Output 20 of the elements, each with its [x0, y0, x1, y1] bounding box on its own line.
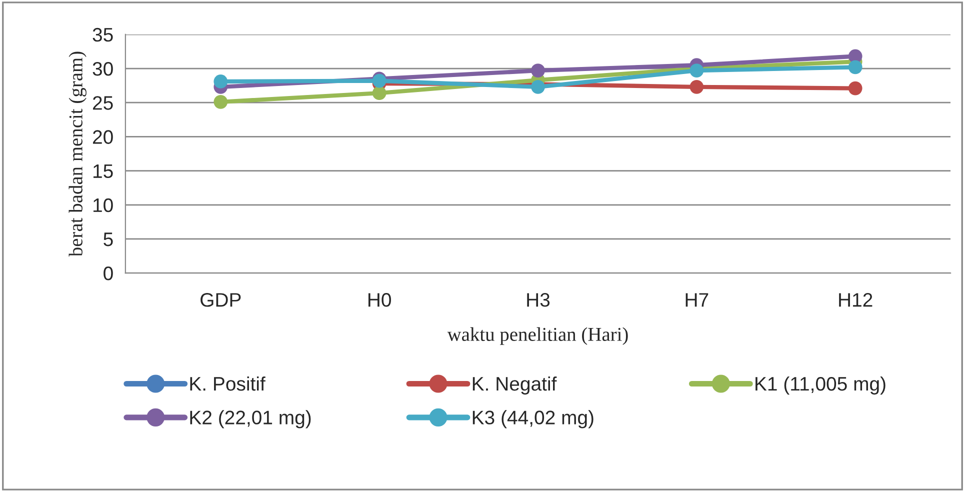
- x-tick-label: H0: [368, 293, 391, 307]
- y-axis-title: berat badan mencit (gram): [68, 52, 86, 257]
- y-tick-label: 30: [92, 62, 113, 76]
- y-tick-label: 25: [92, 96, 113, 110]
- x-tick-label: H7: [686, 293, 708, 307]
- legend-label: K. Negatif: [472, 376, 557, 395]
- legend-label: K. Positif: [190, 376, 266, 391]
- y-tick-label: 10: [94, 198, 113, 212]
- legend-label: K2 (22,01 mg): [190, 410, 311, 428]
- x-axis-title: waktu penelitian (Hari): [447, 327, 628, 345]
- y-tick-label: 35: [92, 28, 113, 42]
- y-tick-label: 15: [94, 164, 113, 178]
- legend-label: K3 (44,02 mg): [472, 410, 594, 428]
- y-tick-label: 5: [104, 232, 113, 246]
- y-tick-label: 20: [92, 130, 113, 144]
- x-tick-label: GDP: [200, 293, 241, 307]
- y-tick-label: 0: [104, 266, 113, 280]
- x-tick-label: H3: [527, 293, 550, 307]
- legend-label: K1 (11,005 mg): [756, 376, 886, 395]
- x-tick-label: H12: [839, 293, 872, 307]
